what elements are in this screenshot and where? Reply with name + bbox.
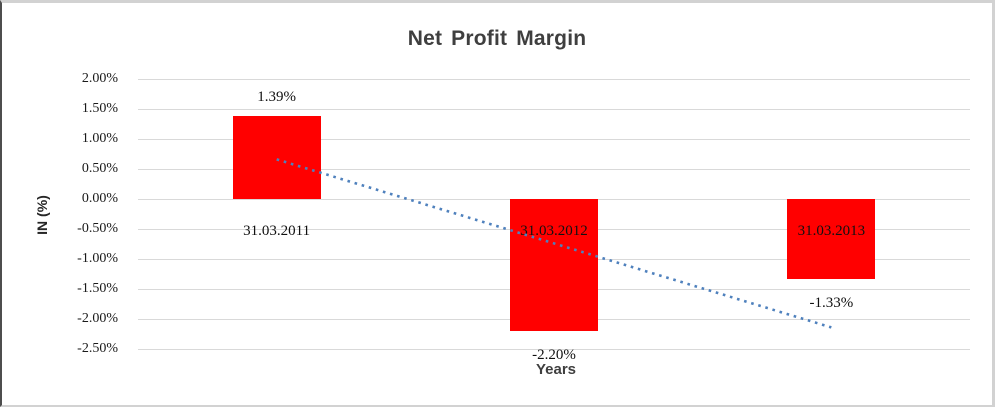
y-axis-tick-label: 0.00% [81,191,118,206]
y-axis-tick-label: -1.00% [77,251,118,266]
bar-31.03.2011 [232,115,321,199]
y-axis-tick-label: -1.50% [77,281,118,296]
category-label: 31.03.2013 [797,223,866,239]
y-axis-tick-label: -0.50% [77,221,118,236]
y-axis-tick-label: 1.50% [81,101,118,116]
bar-31.03.2012 [510,199,598,331]
gridline [138,78,970,80]
gridline [138,348,970,350]
x-axis-title: Years [535,361,577,378]
data-label: -2.20% [532,347,576,363]
y-axis-tick-label: -2.50% [77,341,118,356]
category-label: 31.03.2012 [520,223,588,239]
gridline [138,138,970,140]
chart-title: Net Profit Margin [407,27,587,50]
y-axis-tick-label: 2.00% [81,71,118,86]
data-label: 1.39% [257,88,297,105]
chart-stage: Net Profit Margin IN (%) Years 2.00% 1.50… [2,3,992,405]
y-axis-tick-label: 0.50% [81,161,118,176]
data-label: -1.33% [809,294,854,311]
gridline [138,108,970,110]
category-label: 31.03.2011 [243,223,311,239]
y-axis-tick-label: -2.00% [77,311,118,326]
y-axis-tick-label: 1.00% [81,131,118,146]
